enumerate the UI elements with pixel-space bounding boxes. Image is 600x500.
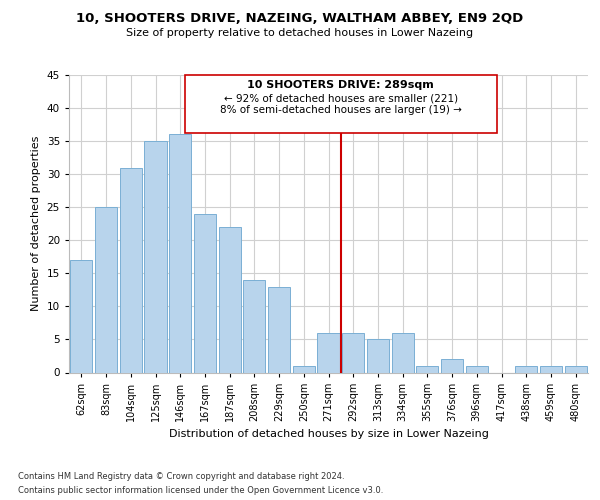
Bar [268,286,290,372]
Bar [342,333,364,372]
Bar [145,141,167,372]
Text: ← 92% of detached houses are smaller (221): ← 92% of detached houses are smaller (22… [224,94,458,104]
Bar [169,134,191,372]
Bar [119,168,142,372]
Text: Contains public sector information licensed under the Open Government Licence v3: Contains public sector information licen… [18,486,383,495]
Bar [466,366,488,372]
Bar [367,340,389,372]
X-axis label: Distribution of detached houses by size in Lower Nazeing: Distribution of detached houses by size … [169,429,488,439]
Bar [293,366,315,372]
Bar [565,366,587,372]
Bar [317,333,340,372]
FancyBboxPatch shape [185,75,497,133]
Bar [416,366,439,372]
Bar [441,360,463,372]
Bar [95,207,117,372]
Bar [218,227,241,372]
Text: 10, SHOOTERS DRIVE, NAZEING, WALTHAM ABBEY, EN9 2QD: 10, SHOOTERS DRIVE, NAZEING, WALTHAM ABB… [76,12,524,26]
Bar [515,366,538,372]
Text: Contains HM Land Registry data © Crown copyright and database right 2024.: Contains HM Land Registry data © Crown c… [18,472,344,481]
Bar [70,260,92,372]
Bar [194,214,216,372]
Text: 8% of semi-detached houses are larger (19) →: 8% of semi-detached houses are larger (1… [220,106,462,116]
Y-axis label: Number of detached properties: Number of detached properties [31,136,41,312]
Text: Size of property relative to detached houses in Lower Nazeing: Size of property relative to detached ho… [127,28,473,38]
Bar [540,366,562,372]
Text: 10 SHOOTERS DRIVE: 289sqm: 10 SHOOTERS DRIVE: 289sqm [247,80,434,90]
Bar [243,280,265,372]
Bar [392,333,414,372]
